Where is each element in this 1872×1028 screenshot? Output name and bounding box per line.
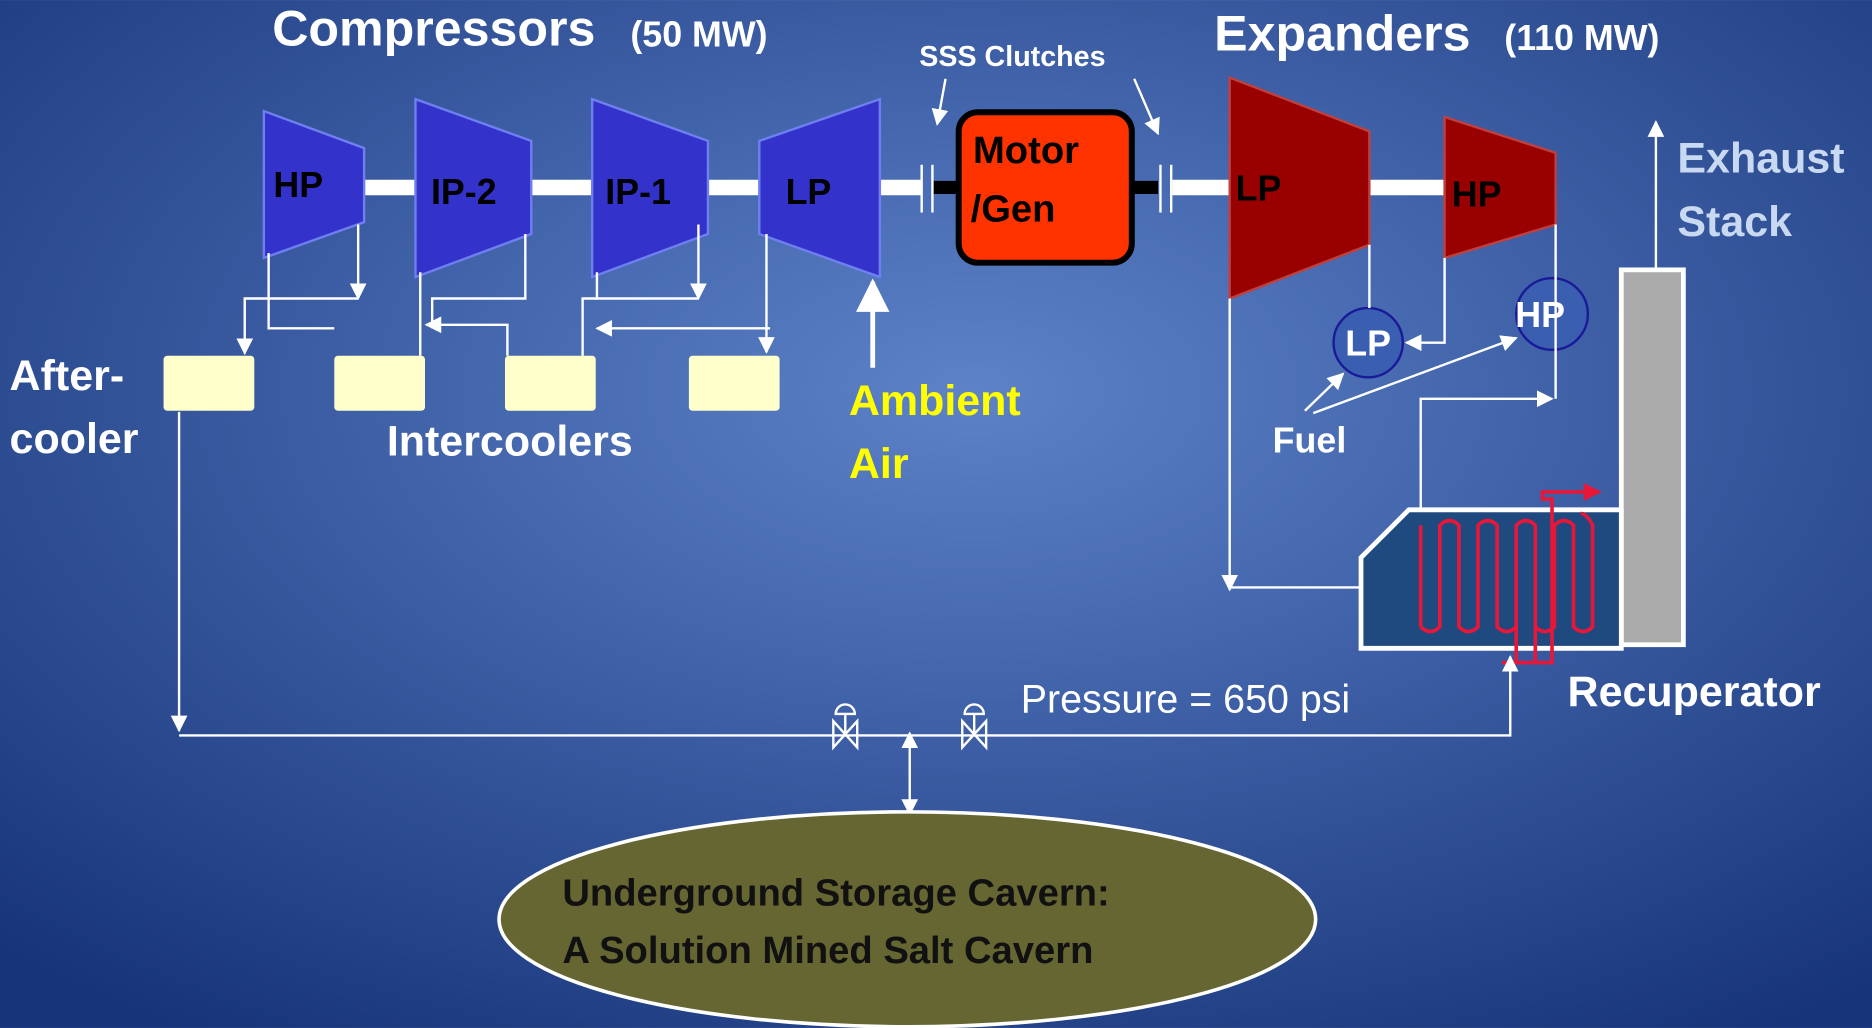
clutches bbox=[920, 164, 1173, 213]
motor-label: Motor bbox=[973, 129, 1079, 172]
label: Intercoolers bbox=[387, 418, 633, 466]
rating: (50 MW) bbox=[630, 14, 767, 54]
stack bbox=[1618, 267, 1686, 648]
rating: (110 MW) bbox=[1504, 18, 1659, 58]
label: After- bbox=[10, 352, 125, 400]
recuperator-coil bbox=[1418, 492, 1600, 665]
label: Fuel bbox=[1273, 420, 1347, 460]
stage-label: IP-2 bbox=[431, 172, 497, 212]
motor-label: /Gen bbox=[971, 187, 1056, 230]
label: Recuperator bbox=[1568, 668, 1821, 716]
valves bbox=[832, 703, 988, 751]
stage-label: IP-1 bbox=[605, 172, 671, 212]
label: Pressure = 650 psi bbox=[1021, 677, 1350, 721]
stage-label: LP bbox=[1236, 169, 1282, 209]
motor bbox=[955, 109, 1135, 266]
label: Exhaust bbox=[1677, 135, 1844, 183]
stage-label: HP bbox=[273, 165, 323, 205]
expanders bbox=[1228, 75, 1557, 301]
combustor-label: HP bbox=[1515, 295, 1565, 335]
compressors bbox=[262, 97, 882, 279]
title: Compressors bbox=[272, 1, 595, 57]
label: Air bbox=[849, 440, 909, 488]
cavern-label: Underground Storage Cavern: bbox=[562, 872, 1109, 915]
combustor-label: LP bbox=[1345, 324, 1391, 364]
label: SSS Clutches bbox=[919, 41, 1105, 73]
stage-label: HP bbox=[1452, 174, 1502, 214]
label: Stack bbox=[1677, 198, 1792, 246]
cavern bbox=[497, 810, 1318, 1028]
title: Expanders bbox=[1214, 5, 1470, 61]
recuperator bbox=[1358, 507, 1624, 651]
coolers bbox=[163, 355, 780, 411]
piping bbox=[170, 78, 1557, 816]
combustor bbox=[1515, 277, 1590, 352]
stage-label: LP bbox=[786, 172, 832, 212]
cavern-label: A Solution Mined Salt Cavern bbox=[562, 929, 1093, 972]
label: Ambient bbox=[849, 377, 1021, 425]
label: cooler bbox=[10, 415, 139, 463]
